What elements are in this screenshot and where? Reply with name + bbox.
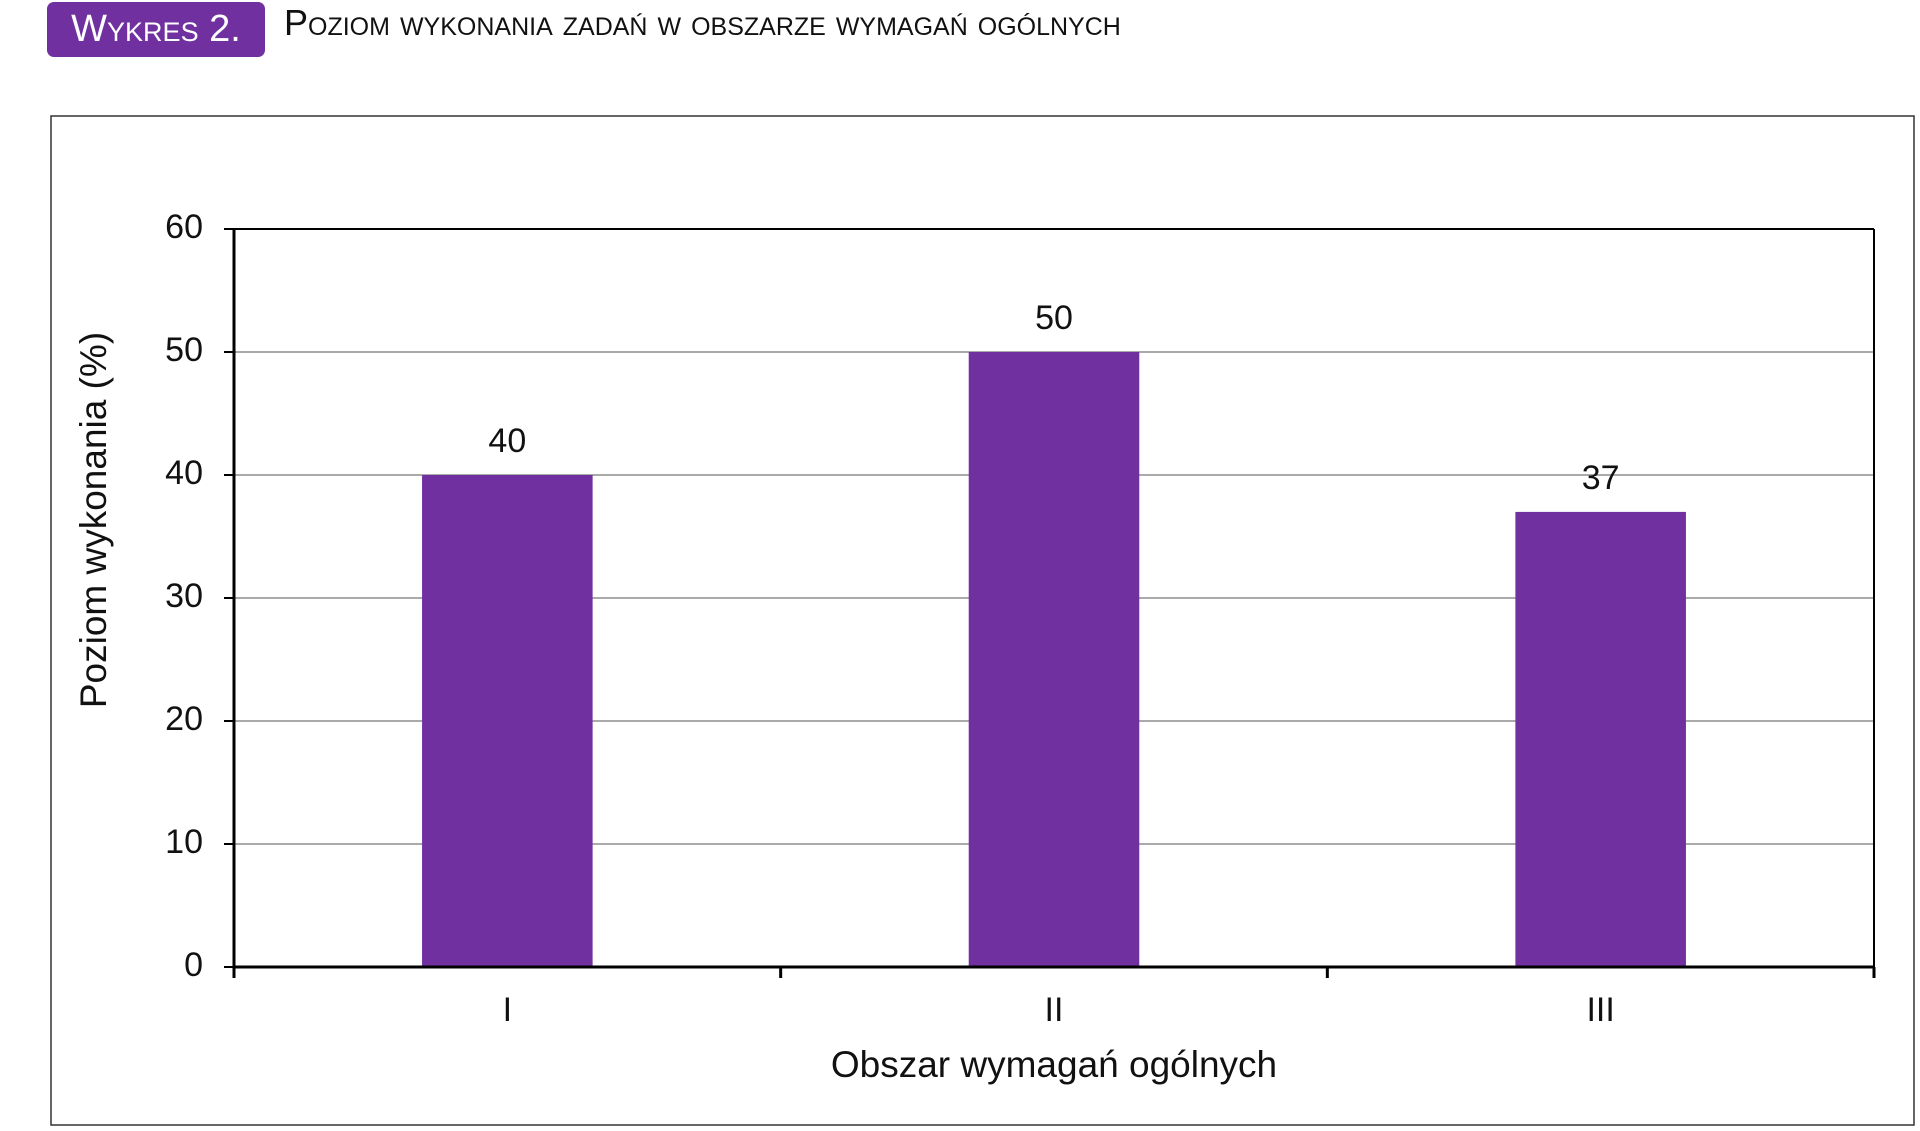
bar (422, 475, 593, 967)
figure-title: Poziom wykonania zadań w obszarze wymaga… (284, 2, 1121, 43)
y-tick-label: 30 (165, 577, 203, 615)
data-label: 40 (488, 422, 526, 460)
data-label: 50 (1035, 299, 1073, 337)
y-tick-label: 0 (184, 946, 203, 984)
figure-badge: Wykres 2. (47, 2, 265, 57)
y-axis-title: Poziom wykonania (%) (73, 332, 114, 708)
x-tick-label: II (1045, 991, 1064, 1029)
x-tick-label: I (503, 991, 512, 1029)
y-tick-label: 10 (165, 823, 203, 861)
bar (1515, 511, 1686, 967)
y-tick-label: 60 (165, 208, 203, 246)
x-tick-label: III (1586, 991, 1614, 1029)
y-tick-label: 40 (165, 454, 203, 492)
data-label: 37 (1582, 459, 1620, 497)
x-axis-title: Obszar wymagań ogólnych (831, 1044, 1277, 1085)
y-tick-label: 20 (165, 700, 203, 738)
bar (968, 352, 1140, 967)
y-tick-label: 50 (165, 331, 203, 369)
chart-frame (50, 115, 1915, 1126)
